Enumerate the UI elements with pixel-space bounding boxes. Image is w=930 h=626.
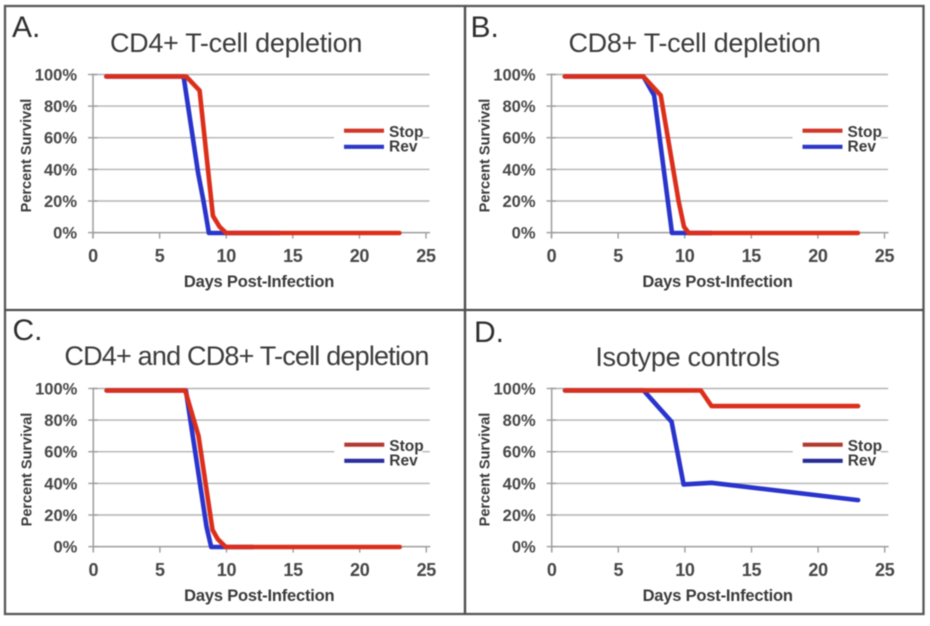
svg-text:CD8+ T-cell depletion: CD8+ T-cell depletion bbox=[568, 28, 820, 58]
svg-text:Isotype controls: Isotype controls bbox=[595, 342, 779, 372]
svg-text:25: 25 bbox=[875, 246, 895, 266]
svg-text:CD4+ and CD8+ T-cell depletion: CD4+ and CD8+ T-cell depletion bbox=[64, 341, 428, 371]
svg-text:20: 20 bbox=[350, 246, 370, 266]
svg-text:100%: 100% bbox=[35, 67, 78, 85]
svg-text:A.: A. bbox=[12, 11, 40, 44]
svg-text:Days Post-Infection: Days Post-Infection bbox=[643, 587, 793, 605]
svg-text:Rev: Rev bbox=[848, 139, 877, 156]
svg-text:Rev: Rev bbox=[389, 139, 418, 156]
svg-text:25: 25 bbox=[875, 560, 895, 580]
svg-text:0%: 0% bbox=[53, 225, 77, 243]
svg-text:80%: 80% bbox=[44, 412, 77, 430]
svg-text:0: 0 bbox=[547, 560, 557, 580]
svg-text:40%: 40% bbox=[503, 475, 536, 493]
svg-text:Percent Survival: Percent Survival bbox=[478, 99, 494, 213]
svg-text:10: 10 bbox=[675, 560, 695, 580]
svg-text:0: 0 bbox=[547, 246, 557, 266]
svg-text:0%: 0% bbox=[512, 225, 536, 243]
svg-text:5: 5 bbox=[613, 560, 623, 580]
svg-text:Stop: Stop bbox=[848, 438, 882, 455]
svg-text:15: 15 bbox=[283, 246, 303, 266]
svg-text:0: 0 bbox=[88, 560, 98, 580]
svg-text:0: 0 bbox=[88, 246, 98, 266]
svg-text:C.: C. bbox=[13, 314, 43, 347]
svg-text:5: 5 bbox=[155, 246, 165, 266]
svg-text:5: 5 bbox=[155, 560, 165, 580]
svg-text:Percent Survival: Percent Survival bbox=[19, 413, 35, 527]
svg-text:20%: 20% bbox=[44, 193, 77, 211]
svg-text:Rev: Rev bbox=[848, 453, 877, 470]
svg-text:10: 10 bbox=[675, 246, 695, 266]
svg-text:20%: 20% bbox=[503, 507, 536, 525]
svg-text:25: 25 bbox=[417, 560, 437, 580]
svg-text:CD4+ T-cell depletion: CD4+ T-cell depletion bbox=[110, 28, 362, 58]
svg-text:10: 10 bbox=[217, 560, 237, 580]
svg-text:25: 25 bbox=[416, 246, 436, 266]
svg-text:20%: 20% bbox=[502, 193, 535, 211]
svg-text:80%: 80% bbox=[502, 98, 535, 116]
svg-text:80%: 80% bbox=[503, 412, 536, 430]
svg-text:Percent Survival: Percent Survival bbox=[478, 413, 494, 527]
svg-text:Percent Survival: Percent Survival bbox=[19, 99, 35, 213]
svg-text:20: 20 bbox=[808, 246, 828, 266]
svg-text:15: 15 bbox=[742, 560, 762, 580]
svg-text:Stop: Stop bbox=[389, 124, 423, 141]
svg-text:5: 5 bbox=[613, 246, 623, 266]
svg-text:20: 20 bbox=[808, 560, 828, 580]
svg-text:100%: 100% bbox=[493, 67, 536, 85]
svg-text:Rev: Rev bbox=[389, 453, 418, 470]
svg-text:15: 15 bbox=[742, 246, 762, 266]
svg-text:60%: 60% bbox=[502, 130, 535, 148]
svg-text:Days Post-Infection: Days Post-Infection bbox=[184, 273, 334, 291]
svg-text:Stop: Stop bbox=[389, 438, 423, 455]
svg-text:Days Post-Infection: Days Post-Infection bbox=[642, 273, 792, 291]
svg-text:100%: 100% bbox=[35, 381, 78, 399]
svg-text:40%: 40% bbox=[502, 161, 535, 179]
svg-text:60%: 60% bbox=[503, 444, 536, 462]
svg-text:15: 15 bbox=[283, 560, 303, 580]
svg-text:0%: 0% bbox=[53, 539, 77, 557]
svg-text:D.: D. bbox=[474, 316, 504, 349]
svg-text:40%: 40% bbox=[44, 475, 77, 493]
svg-text:60%: 60% bbox=[44, 130, 77, 148]
svg-text:20%: 20% bbox=[44, 507, 77, 525]
svg-text:80%: 80% bbox=[44, 98, 77, 116]
svg-text:40%: 40% bbox=[44, 161, 77, 179]
svg-text:100%: 100% bbox=[493, 381, 536, 399]
svg-text:Stop: Stop bbox=[848, 124, 882, 141]
svg-text:10: 10 bbox=[216, 246, 236, 266]
svg-text:B.: B. bbox=[471, 11, 499, 44]
svg-text:60%: 60% bbox=[44, 444, 77, 462]
svg-text:0%: 0% bbox=[512, 539, 536, 557]
svg-text:Days Post-Infection: Days Post-Infection bbox=[184, 587, 334, 605]
svg-text:20: 20 bbox=[350, 560, 370, 580]
